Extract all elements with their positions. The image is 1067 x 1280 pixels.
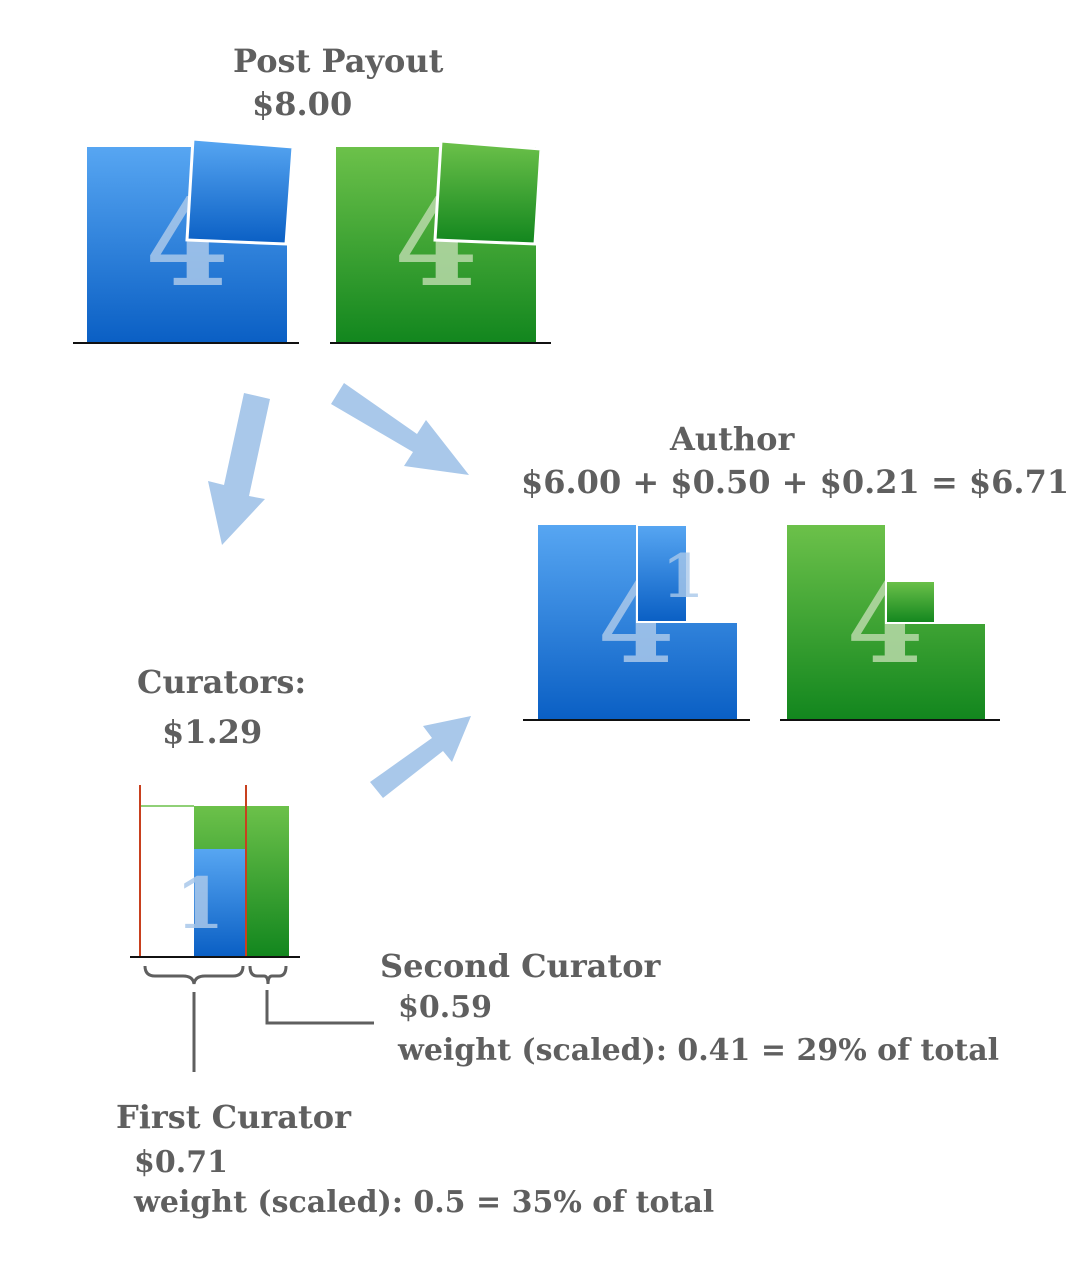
first-curator-amount: $0.71 bbox=[134, 1145, 228, 1180]
post-payout-amount: $8.00 bbox=[252, 85, 353, 123]
first-curator-title: First Curator bbox=[116, 1098, 351, 1136]
second-curator-amount: $0.59 bbox=[398, 990, 492, 1025]
first-curator-brace bbox=[143, 965, 245, 985]
second-curator-title: Second Curator bbox=[380, 947, 661, 985]
first-curator-weight: weight (scaled): 0.5 = 35% of total bbox=[134, 1185, 715, 1220]
author-green-block: 4 bbox=[787, 525, 985, 720]
author-blue-block: 4 1 bbox=[538, 524, 737, 720]
arrow-curators-to-author bbox=[370, 716, 471, 798]
second-curator-brace bbox=[248, 965, 288, 985]
second-curator-connector bbox=[265, 990, 374, 1025]
curators-title: Curators: bbox=[137, 663, 307, 701]
curators-amount: $1.29 bbox=[162, 713, 263, 751]
post-payout-title: Post Payout bbox=[233, 42, 444, 80]
author-title: Author bbox=[670, 420, 795, 458]
author-formula: $6.00 + $0.50 + $0.21 = $6.71 bbox=[521, 463, 1067, 501]
arrow-to-author bbox=[331, 383, 469, 475]
second-curator-weight: weight (scaled): 0.41 = 29% of total bbox=[398, 1033, 1000, 1068]
post-payout-blue-block: 4 bbox=[87, 137, 295, 343]
curators-block: 1 bbox=[139, 785, 289, 957]
arrow-to-curators bbox=[208, 393, 270, 545]
curators-digit: 1 bbox=[176, 862, 225, 945]
post-payout-green-block: 4 bbox=[336, 139, 543, 343]
author-blue-small-digit: 1 bbox=[662, 542, 704, 612]
